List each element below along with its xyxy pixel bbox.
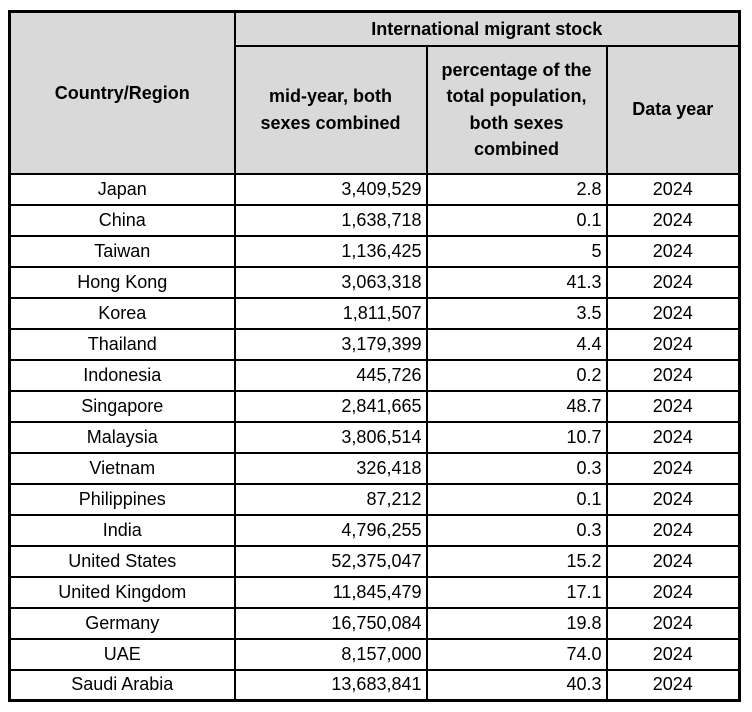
data-year-cell: 2024 [605, 234, 741, 268]
stock-cell: 8,157,000 [233, 637, 428, 671]
table-row: Vietnam 326,418 0.3 2024 [8, 451, 741, 485]
data-year-cell: 2024 [605, 606, 741, 640]
table-row: Singapore 2,841,665 48.7 2024 [8, 389, 741, 423]
table-row: Taiwan 1,136,425 5 2024 [8, 234, 741, 268]
stock-cell: 1,811,507 [233, 296, 428, 330]
percentage-cell: 17.1 [425, 575, 608, 609]
country-cell: Vietnam [8, 451, 236, 485]
table-row: United Kingdom 11,845,479 17.1 2024 [8, 575, 741, 609]
country-cell: Thailand [8, 327, 236, 361]
data-year-cell: 2024 [605, 327, 741, 361]
table-row: China 1,638,718 0.1 2024 [8, 203, 741, 237]
percentage-cell: 74.0 [425, 637, 608, 671]
header-row-sub: mid-year, both sexes combined percentage… [10, 44, 741, 175]
table-row: India 4,796,255 0.3 2024 [8, 513, 741, 547]
table-row: Saudi Arabia 13,683,841 40.3 2024 [8, 668, 741, 702]
percentage-cell: 40.3 [425, 668, 608, 702]
stock-cell: 3,179,399 [233, 327, 428, 361]
percentage-cell: 0.1 [425, 203, 608, 237]
country-cell: UAE [8, 637, 236, 671]
percentage-cell: 48.7 [425, 389, 608, 423]
data-year-cell: 2024 [605, 389, 741, 423]
stock-cell: 13,683,841 [233, 668, 428, 702]
country-cell: Saudi Arabia [8, 668, 236, 702]
data-year-cell: 2024 [605, 172, 741, 206]
country-cell: United Kingdom [8, 575, 236, 609]
migrant-stock-table: Country/Region International migrant sto… [8, 10, 742, 702]
country-cell: United States [8, 544, 236, 578]
header-data-year: Data year [605, 44, 741, 175]
header-row-group: Country/Region International migrant sto… [8, 10, 741, 175]
header-midyear: mid-year, both sexes combined [233, 44, 428, 175]
table-row: Korea 1,811,507 3.5 2024 [8, 296, 741, 330]
stock-cell: 87,212 [233, 482, 428, 516]
table-row: Hong Kong 3,063,318 41.3 2024 [8, 265, 741, 299]
table-body: Japan 3,409,529 2.8 2024 China 1,638,718 0.1 20… [8, 172, 741, 702]
data-year-cell: 2024 [605, 513, 741, 547]
percentage-cell: 4.4 [425, 327, 608, 361]
percentage-cell: 10.7 [425, 420, 608, 454]
header-country-region: Country/Region [8, 10, 236, 175]
stock-cell: 326,418 [233, 451, 428, 485]
percentage-cell: 5 [425, 234, 608, 268]
data-year-cell: 2024 [605, 575, 741, 609]
table-header: Country/Region International migrant sto… [8, 10, 741, 175]
percentage-cell: 0.3 [425, 451, 608, 485]
country-cell: Singapore [8, 389, 236, 423]
country-cell: Korea [8, 296, 236, 330]
country-cell: India [8, 513, 236, 547]
country-cell: Malaysia [8, 420, 236, 454]
data-year-cell: 2024 [605, 296, 741, 330]
data-year-cell: 2024 [605, 420, 741, 454]
data-year-cell: 2024 [605, 482, 741, 516]
data-year-cell: 2024 [605, 668, 741, 702]
header-percentage: percentage of the total population, both… [425, 44, 608, 175]
header-international-migrant-stock: International migrant stock [233, 10, 741, 47]
stock-cell: 52,375,047 [233, 544, 428, 578]
country-cell: Indonesia [8, 358, 236, 392]
country-cell: China [8, 203, 236, 237]
table-row: Indonesia 445,726 0.2 2024 [8, 358, 741, 392]
stock-cell: 11,845,479 [233, 575, 428, 609]
country-cell: Philippines [8, 482, 236, 516]
stock-cell: 16,750,084 [233, 606, 428, 640]
percentage-cell: 19.8 [425, 606, 608, 640]
data-year-cell: 2024 [605, 544, 741, 578]
percentage-cell: 41.3 [425, 265, 608, 299]
stock-cell: 2,841,665 [233, 389, 428, 423]
table-row: Philippines 87,212 0.1 2024 [8, 482, 741, 516]
percentage-cell: 2.8 [425, 172, 608, 206]
percentage-cell: 0.1 [425, 482, 608, 516]
country-cell: Hong Kong [8, 265, 236, 299]
percentage-cell: 0.2 [425, 358, 608, 392]
stock-cell: 445,726 [233, 358, 428, 392]
table-row: Malaysia 3,806,514 10.7 2024 [8, 420, 741, 454]
stock-cell: 1,136,425 [233, 234, 428, 268]
country-cell: Germany [8, 606, 236, 640]
percentage-cell: 0.3 [425, 513, 608, 547]
stock-cell: 4,796,255 [233, 513, 428, 547]
data-year-cell: 2024 [605, 265, 741, 299]
stock-cell: 3,409,529 [233, 172, 428, 206]
country-cell: Japan [8, 172, 236, 206]
data-year-cell: 2024 [605, 637, 741, 671]
table-row: Thailand 3,179,399 4.4 2024 [8, 327, 741, 361]
percentage-cell: 15.2 [425, 544, 608, 578]
table-row: Japan 3,409,529 2.8 2024 [8, 172, 741, 206]
data-year-cell: 2024 [605, 358, 741, 392]
country-cell: Taiwan [8, 234, 236, 268]
table-row: Germany 16,750,084 19.8 2024 [8, 606, 741, 640]
data-year-cell: 2024 [605, 203, 741, 237]
stock-cell: 1,638,718 [233, 203, 428, 237]
stock-cell: 3,063,318 [233, 265, 428, 299]
percentage-cell: 3.5 [425, 296, 608, 330]
table-row: United States 52,375,047 15.2 2024 [8, 544, 741, 578]
stock-cell: 3,806,514 [233, 420, 428, 454]
table-row: UAE 8,157,000 74.0 2024 [8, 637, 741, 671]
data-year-cell: 2024 [605, 451, 741, 485]
